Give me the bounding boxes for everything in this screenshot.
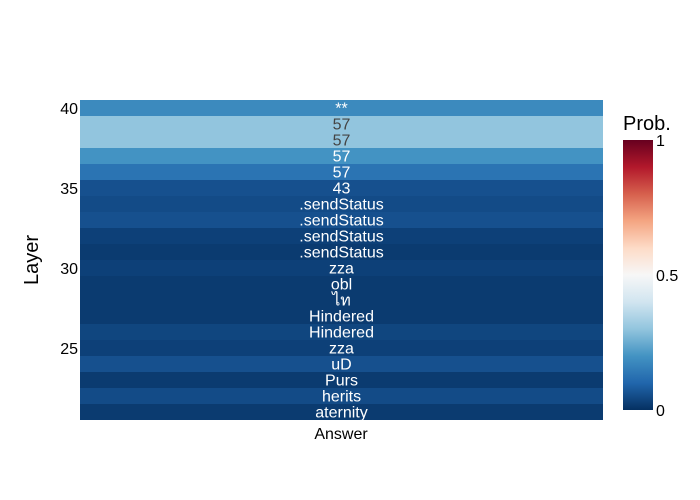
heatmap-cell: [80, 308, 603, 324]
heatmap-cell-label: herits: [322, 389, 361, 406]
heatmap-cell: [80, 244, 603, 260]
heatmap-cell: [80, 148, 603, 164]
heatmap-cell: [80, 100, 603, 116]
heatmap-cell-label: zza: [329, 341, 354, 358]
heatmap-cell-label: .sendStatus: [299, 245, 384, 262]
heatmap-cell: [80, 116, 603, 132]
y-axis-tick-label: 35: [60, 181, 78, 198]
heatmap-cell: [80, 132, 603, 148]
heatmap-cell-label: Hindered: [309, 309, 374, 326]
heatmap-cell-label: ไท: [330, 291, 351, 310]
heatmap-cell-label: 57: [333, 133, 351, 150]
heatmap-cell-label: obl: [331, 277, 352, 294]
heatmap-cell-label: .sendStatus: [299, 229, 384, 246]
y-axis-title: Layer: [21, 235, 43, 285]
heatmap-cell-label: Purs: [325, 373, 358, 390]
heatmap-cell: [80, 388, 603, 404]
heatmap-cell: [80, 292, 603, 308]
y-axis-tick-label: 30: [60, 261, 78, 278]
heatmap-cell-label: zza: [329, 261, 354, 278]
heatmap-cell-label: .sendStatus: [299, 197, 384, 214]
heatmap-cell-label: **: [335, 101, 347, 118]
colorbar: [623, 140, 653, 410]
heatmap-cell-label: aternity: [315, 405, 367, 422]
colorbar-tick-label: 0.5: [656, 268, 678, 285]
y-axis-ticks: 25 30 35 40: [60, 101, 78, 358]
heatmap-cell: [80, 404, 603, 420]
heatmap-cell: [80, 372, 603, 388]
y-axis-tick-label: 40: [60, 101, 78, 118]
heatmap-cell-label: 57: [333, 149, 351, 166]
heatmap-cell: [80, 196, 603, 212]
heatmap-cells: [80, 100, 603, 420]
heatmap-cell: [80, 180, 603, 196]
heatmap-cell-label: 57: [333, 165, 351, 182]
heatmap-cell: [80, 340, 603, 356]
heatmap-cell-label: uD: [331, 357, 351, 374]
colorbar-ticks: 00.51: [656, 133, 678, 420]
heatmap-cell-label: 57: [333, 117, 351, 134]
heatmap-cell-label: .sendStatus: [299, 213, 384, 230]
heatmap-cell: [80, 212, 603, 228]
x-axis-tick-label: Answer: [314, 426, 368, 443]
heatmap-cell: [80, 164, 603, 180]
heatmap-cell: [80, 276, 603, 292]
heatmap-cell-label: 43: [333, 181, 351, 198]
heatmap-cell: [80, 228, 603, 244]
colorbar-tick-label: 0: [656, 403, 665, 420]
y-axis-tick-label: 25: [60, 341, 78, 358]
heatmap-cell-labels: **5757575743.sendStatus.sendStatus.sendS…: [299, 101, 384, 422]
heatmap-cell: [80, 260, 603, 276]
colorbar-tick-label: 1: [656, 133, 665, 150]
heatmap-cell: [80, 356, 603, 372]
heatmap-cell-label: Hindered: [309, 325, 374, 342]
heatmap-cell: [80, 324, 603, 340]
colorbar-title: Prob.: [623, 113, 671, 135]
